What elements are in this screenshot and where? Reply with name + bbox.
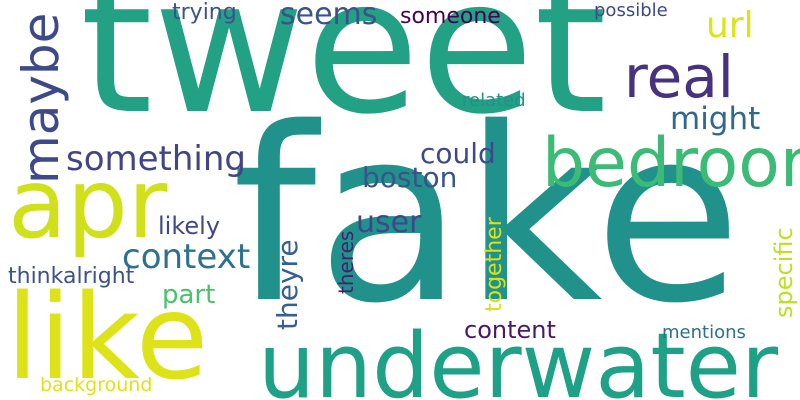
word-like: like — [6, 268, 209, 400]
word-url: url — [706, 5, 754, 46]
word-something: something — [66, 139, 247, 179]
word-apr: apr — [8, 148, 168, 260]
word-could: could — [420, 137, 496, 170]
word-together: together — [482, 217, 507, 312]
word-mentions: mentions — [662, 322, 746, 343]
word-likely: likely — [158, 212, 221, 240]
word-maybe: maybe — [12, 12, 70, 184]
word-theyre: theyre — [271, 239, 304, 330]
word-seems: seems — [280, 0, 378, 32]
word-underwater: underwater — [258, 314, 779, 400]
word-specific: specific — [770, 227, 798, 318]
word-trying: trying — [172, 0, 237, 25]
word-content: content — [464, 316, 556, 344]
word-fake: fake — [232, 76, 742, 356]
word-user: user — [356, 205, 422, 240]
word-someone: someone — [400, 4, 501, 29]
word-thinkalright: thinkalright — [8, 264, 135, 289]
word-part: part — [162, 280, 216, 310]
word-tweet: tweet — [80, 0, 607, 155]
word-might: might — [670, 101, 761, 137]
word-related: related — [462, 90, 526, 111]
word-context: context — [122, 237, 251, 277]
word-boston: boston — [362, 161, 458, 194]
word-possible: possible — [594, 0, 668, 21]
word-theres: theres — [334, 230, 358, 294]
word-real: real — [624, 43, 734, 111]
word-background: background — [40, 374, 153, 396]
